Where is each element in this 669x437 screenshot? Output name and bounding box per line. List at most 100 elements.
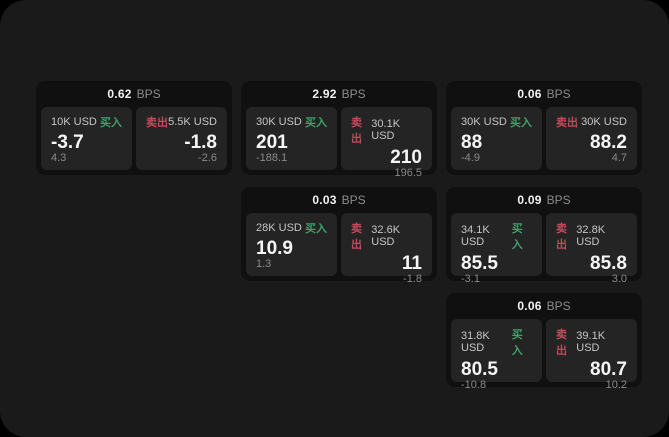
buy-panel-header: 30K USD 买入 (461, 114, 532, 130)
sell-side-label: 卖出 (351, 117, 362, 145)
buy-delta: -188.1 (256, 152, 288, 164)
buy-price: -3.7 (51, 131, 84, 153)
buy-quote-panel[interactable]: 10K USD 买入 -3.7 4.3 (41, 107, 132, 170)
sell-panel-header: 卖出 32.8K USD (556, 220, 627, 252)
buy-delta: 1.3 (256, 258, 272, 270)
buy-amount: 28K USD (256, 222, 302, 234)
bps-unit-label: BPS (341, 87, 366, 101)
buy-quote-panel[interactable]: 31.8K USD 买入 80.5 -10.8 (451, 319, 542, 391)
sell-amount: 32.6K USD (371, 224, 401, 248)
bps-value: 0.06 (517, 299, 542, 313)
quote-panels: 34.1K USD 买入 85.5 -3.1 卖出 32.8K USD 85.8… (451, 213, 637, 285)
buy-amount: 31.8K USD (461, 330, 490, 354)
buy-amount: 30K USD (461, 116, 507, 128)
bps-value: 2.92 (312, 87, 337, 101)
buy-amount: 34.1K USD (461, 224, 490, 248)
buy-quote-panel[interactable]: 28K USD 买入 10.9 1.3 (246, 213, 337, 276)
sell-price: 88.2 (590, 131, 627, 153)
quote-card: 0.06 BPS 30K USD 买入 88 -4.9 卖出 30K USD 8… (446, 81, 642, 175)
buy-panel-header: 34.1K USD 买入 (461, 220, 532, 252)
sell-quote-panel[interactable]: 卖出 30.1K USD 210 196.5 (341, 107, 432, 179)
sell-quote-panel[interactable]: 卖出 39.1K USD 80.7 10.2 (546, 319, 637, 391)
sell-price: 80.7 (590, 359, 627, 380)
sell-quote-panel[interactable]: 卖出 5.5K USD -1.8 -2.6 (136, 107, 227, 170)
bps-value: 0.09 (517, 193, 542, 207)
buy-side-label: 买入 (305, 223, 327, 235)
sell-delta: 3.0 (611, 273, 627, 285)
buy-side-label: 买入 (305, 117, 327, 129)
bps-unit-label: BPS (546, 193, 571, 207)
card-header: 0.06 BPS (451, 81, 637, 107)
buy-panel-header: 10K USD 买入 (51, 114, 122, 130)
quote-panels: 31.8K USD 买入 80.5 -10.8 卖出 39.1K USD 80.… (451, 319, 637, 391)
sell-quote-panel[interactable]: 卖出 30K USD 88.2 4.7 (546, 107, 637, 170)
sell-quote-panel[interactable]: 卖出 32.6K USD 11 -1.8 (341, 213, 432, 285)
card-header: 0.62 BPS (41, 81, 227, 107)
quote-card: 0.62 BPS 10K USD 买入 -3.7 4.3 卖出 5.5K USD… (36, 81, 232, 175)
buy-panel-header: 30K USD 买入 (256, 114, 327, 130)
card-header: 2.92 BPS (246, 81, 432, 107)
quote-panels: 30K USD 买入 88 -4.9 卖出 30K USD 88.2 4.7 (451, 107, 637, 170)
sell-price: 85.8 (590, 253, 627, 274)
quote-card: 0.09 BPS 34.1K USD 买入 85.5 -3.1 卖出 32.8K… (446, 187, 642, 285)
buy-side-label: 买入 (511, 329, 523, 357)
quote-card: 0.06 BPS 31.8K USD 买入 80.5 -10.8 卖出 39.1… (446, 293, 642, 391)
buy-delta: -4.9 (461, 152, 480, 164)
sell-delta: 4.7 (611, 152, 627, 164)
sell-panel-header: 卖出 5.5K USD (146, 114, 217, 130)
sell-amount: 30.1K USD (371, 118, 401, 142)
buy-price: 80.5 (461, 359, 498, 380)
sell-side-label: 卖出 (556, 329, 567, 357)
buy-panel-header: 31.8K USD 买入 (461, 326, 532, 358)
sell-price: -1.8 (184, 131, 217, 153)
buy-amount: 10K USD (51, 116, 97, 128)
sell-quote-panel[interactable]: 卖出 32.8K USD 85.8 3.0 (546, 213, 637, 285)
sell-price: 210 (390, 147, 422, 168)
buy-quote-panel[interactable]: 30K USD 买入 88 -4.9 (451, 107, 542, 170)
buy-price: 201 (256, 131, 288, 153)
sell-side-label: 卖出 (556, 117, 578, 129)
buy-amount: 30K USD (256, 116, 302, 128)
buy-side-label: 买入 (510, 117, 532, 129)
quote-panels: 30K USD 买入 201 -188.1 卖出 30.1K USD 210 1… (246, 107, 432, 179)
buy-delta: -10.8 (461, 379, 487, 391)
sell-side-label: 卖出 (556, 223, 567, 251)
sell-delta: -2.6 (198, 152, 217, 164)
quote-panels: 10K USD 买入 -3.7 4.3 卖出 5.5K USD -1.8 -2.… (41, 107, 227, 170)
sell-panel-header: 卖出 30.1K USD (351, 114, 422, 146)
bps-value: 0.06 (517, 87, 542, 101)
buy-quote-panel[interactable]: 34.1K USD 买入 85.5 -3.1 (451, 213, 542, 285)
sell-side-label: 卖出 (351, 223, 362, 251)
bps-unit-label: BPS (341, 193, 366, 207)
sell-amount: 39.1K USD (576, 330, 606, 354)
bps-unit-label: BPS (546, 87, 571, 101)
sell-amount: 32.8K USD (576, 224, 606, 248)
sell-delta: 196.5 (394, 167, 422, 179)
bps-unit-label: BPS (546, 299, 571, 313)
card-header: 0.03 BPS (246, 187, 432, 213)
card-header: 0.06 BPS (451, 293, 637, 319)
bps-unit-label: BPS (136, 87, 161, 101)
quote-card: 2.92 BPS 30K USD 买入 201 -188.1 卖出 30.1K … (241, 81, 437, 179)
sell-panel-header: 卖出 30K USD (556, 114, 627, 130)
buy-side-label: 买入 (100, 117, 122, 129)
buy-delta: 4.3 (51, 152, 67, 164)
sell-delta: 10.2 (605, 379, 627, 391)
quotes-grid: 0.62 BPS 10K USD 买入 -3.7 4.3 卖出 5.5K USD… (36, 81, 642, 391)
buy-price: 88 (461, 131, 483, 153)
sell-amount: 30K USD (581, 116, 627, 128)
sell-delta: -1.8 (403, 273, 422, 285)
sell-panel-header: 卖出 32.6K USD (351, 220, 422, 252)
sell-panel-header: 卖出 39.1K USD (556, 326, 627, 358)
bps-value: 0.62 (107, 87, 132, 101)
buy-price: 10.9 (256, 237, 293, 259)
sell-side-label: 卖出 (146, 117, 168, 129)
sell-price: 11 (401, 253, 422, 274)
card-header: 0.09 BPS (451, 187, 637, 213)
buy-price: 85.5 (461, 253, 498, 274)
buy-quote-panel[interactable]: 30K USD 买入 201 -188.1 (246, 107, 337, 170)
quote-card: 0.03 BPS 28K USD 买入 10.9 1.3 卖出 32.6K US… (241, 187, 437, 285)
buy-delta: -3.1 (461, 273, 480, 285)
buy-side-label: 买入 (511, 223, 523, 251)
